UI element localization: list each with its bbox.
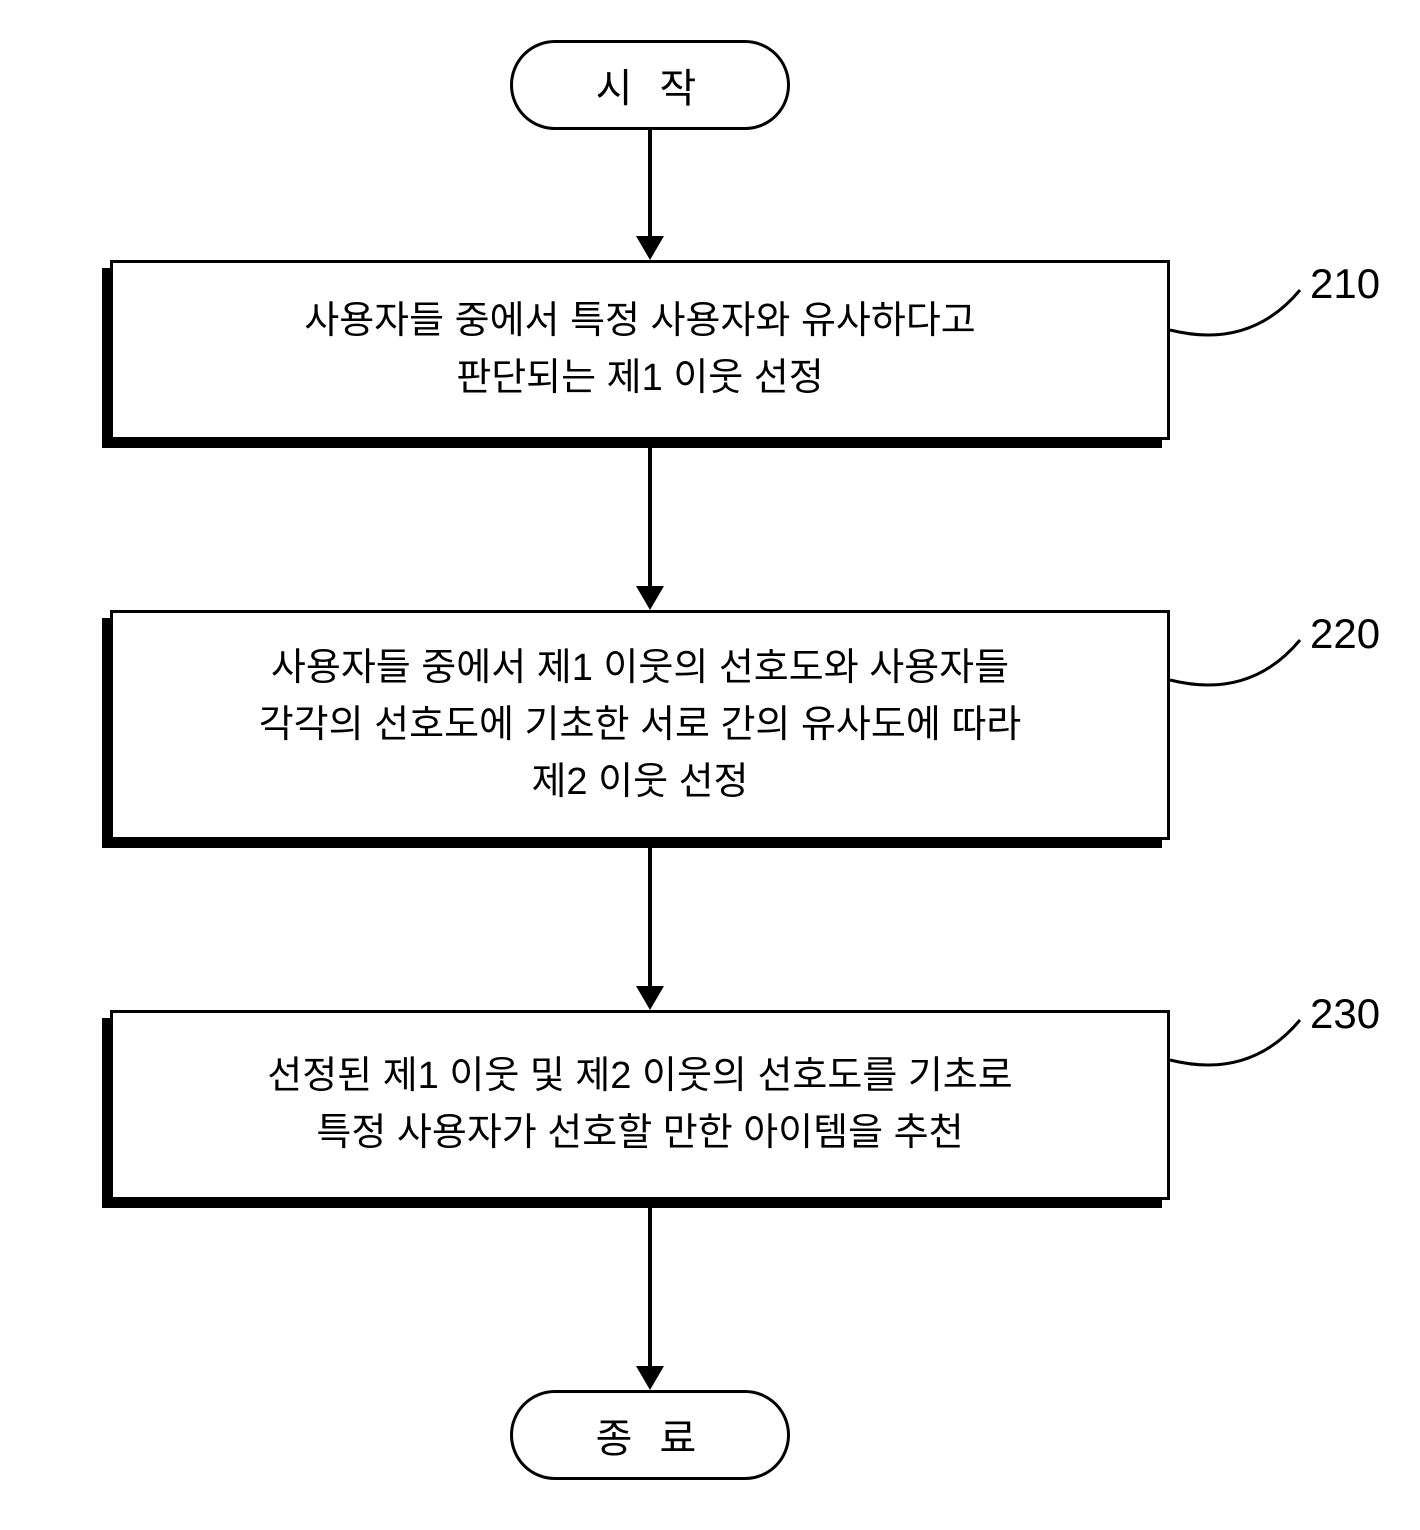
- arrow-4-line: [648, 1208, 652, 1370]
- arrow-1-line: [648, 130, 652, 240]
- process-220: 사용자들 중에서 제1 이웃의 선호도와 사용자들 각각의 선호도에 기초한 서…: [110, 610, 1170, 840]
- flowchart-canvas: 시 작 종 료 사용자들 중에서 특정 사용자와 유사하다고 판단되는 제1 이…: [0, 0, 1420, 1530]
- process-230: 선정된 제1 이웃 및 제2 이웃의 선호도를 기초로 특정 사용자가 선호할 …: [110, 1010, 1170, 1200]
- terminal-start-text: 시 작: [596, 56, 705, 114]
- arrow-4-head: [636, 1366, 664, 1390]
- process-210-label: 210: [1310, 260, 1380, 308]
- process-210: 사용자들 중에서 특정 사용자와 유사하다고 판단되는 제1 이웃 선정: [110, 260, 1170, 440]
- arrow-2-head: [636, 586, 664, 610]
- arrow-2-line: [648, 448, 652, 590]
- terminal-end-text: 종 료: [596, 1406, 705, 1464]
- terminal-end: 종 료: [510, 1390, 790, 1480]
- process-210-text: 사용자들 중에서 특정 사용자와 유사하다고 판단되는 제1 이웃 선정: [304, 293, 976, 407]
- process-220-text: 사용자들 중에서 제1 이웃의 선호도와 사용자들 각각의 선호도에 기초한 서…: [259, 640, 1022, 811]
- arrow-3-line: [648, 848, 652, 990]
- process-230-text: 선정된 제1 이웃 및 제2 이웃의 선호도를 기초로 특정 사용자가 선호할 …: [267, 1048, 1012, 1162]
- process-220-label: 220: [1310, 610, 1380, 658]
- arrow-1-head: [636, 236, 664, 260]
- process-230-label: 230: [1310, 990, 1380, 1038]
- arrow-3-head: [636, 986, 664, 1010]
- terminal-start: 시 작: [510, 40, 790, 130]
